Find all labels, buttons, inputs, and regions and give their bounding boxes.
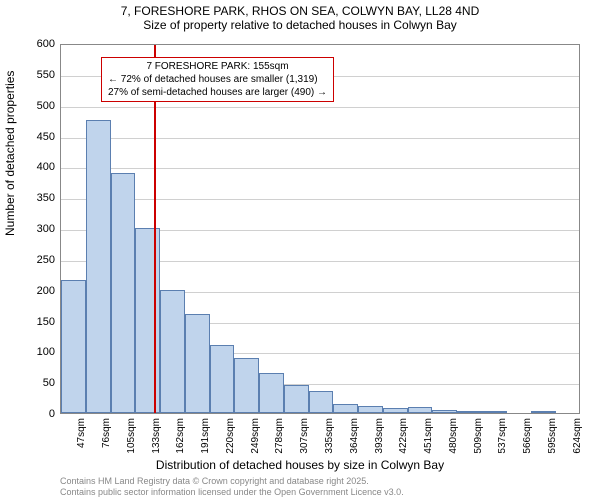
- x-tick-label: 47sqm: [76, 418, 87, 448]
- x-tick-label: 509sqm: [473, 418, 484, 454]
- y-tick-label: 50: [43, 377, 55, 389]
- histogram-bar: [358, 406, 383, 413]
- annotation-box: 7 FORESHORE PARK: 155sqm ← 72% of detach…: [101, 57, 334, 102]
- histogram-bar: [482, 411, 507, 413]
- y-tick-label: 450: [37, 131, 55, 143]
- histogram-bar: [457, 411, 482, 413]
- x-tick-label: 451sqm: [423, 418, 434, 454]
- grid-line: [61, 107, 579, 108]
- x-tick-label: 133sqm: [151, 418, 162, 454]
- x-tick-label: 364sqm: [349, 418, 360, 454]
- grid-line: [61, 199, 579, 200]
- x-tick-label: 537sqm: [497, 418, 508, 454]
- y-tick-label: 300: [37, 223, 55, 235]
- y-tick-label: 500: [37, 100, 55, 112]
- histogram-bar: [210, 345, 235, 413]
- x-tick-label: 249sqm: [250, 418, 261, 454]
- x-tick-label: 191sqm: [200, 418, 211, 454]
- y-tick-label: 100: [37, 346, 55, 358]
- x-tick-label: 624sqm: [572, 418, 583, 454]
- chart-title-line2: Size of property relative to detached ho…: [0, 18, 600, 32]
- footer-line1: Contains HM Land Registry data © Crown c…: [60, 476, 404, 487]
- title-block: 7, FORESHORE PARK, RHOS ON SEA, COLWYN B…: [0, 4, 600, 32]
- histogram-bar: [61, 280, 86, 413]
- x-tick-label: 422sqm: [398, 418, 409, 454]
- y-tick-label: 350: [37, 192, 55, 204]
- footer: Contains HM Land Registry data © Crown c…: [60, 476, 404, 499]
- grid-line: [61, 168, 579, 169]
- x-tick-label: 393sqm: [374, 418, 385, 454]
- histogram-bar: [531, 411, 556, 413]
- chart-container: 7, FORESHORE PARK, RHOS ON SEA, COLWYN B…: [0, 0, 600, 500]
- footer-line2: Contains public sector information licen…: [60, 487, 404, 498]
- annotation-line2: ← 72% of detached houses are smaller (1,…: [108, 73, 327, 86]
- histogram-bar: [309, 391, 334, 413]
- x-tick-label: 480sqm: [448, 418, 459, 454]
- annotation-line1: 7 FORESHORE PARK: 155sqm: [108, 60, 327, 73]
- y-tick-label: 250: [37, 254, 55, 266]
- x-tick-label: 220sqm: [225, 418, 236, 454]
- y-tick-label: 150: [37, 316, 55, 328]
- y-axis-labels: 050100150200250300350400450500550600: [0, 44, 55, 414]
- histogram-bar: [284, 385, 309, 413]
- x-axis-title: Distribution of detached houses by size …: [0, 458, 600, 472]
- x-tick-label: 595sqm: [547, 418, 558, 454]
- y-tick-label: 0: [49, 408, 55, 420]
- x-axis-labels: 47sqm 76sqm 105sqm 133sqm 162sqm 191sqm 220sqm…: [60, 414, 580, 464]
- x-tick-label: 566sqm: [522, 418, 533, 454]
- histogram-bar: [234, 358, 259, 414]
- x-tick-label: 162sqm: [175, 418, 186, 454]
- histogram-bar: [111, 173, 136, 414]
- histogram-bar: [383, 408, 408, 413]
- y-tick-label: 400: [37, 161, 55, 173]
- chart-title-line1: 7, FORESHORE PARK, RHOS ON SEA, COLWYN B…: [0, 4, 600, 18]
- histogram-bar: [160, 290, 185, 413]
- y-tick-label: 550: [37, 69, 55, 81]
- histogram-bar: [333, 404, 358, 413]
- histogram-bar: [259, 373, 284, 413]
- y-tick-label: 200: [37, 285, 55, 297]
- plot-area: 7 FORESHORE PARK: 155sqm ← 72% of detach…: [60, 44, 580, 414]
- histogram-bar: [135, 228, 160, 413]
- x-tick-label: 278sqm: [274, 418, 285, 454]
- histogram-bar: [408, 407, 433, 413]
- histogram-bar: [432, 410, 457, 413]
- y-tick-label: 600: [37, 38, 55, 50]
- x-tick-label: 307sqm: [299, 418, 310, 454]
- histogram-bar: [86, 120, 111, 413]
- x-tick-label: 76sqm: [101, 418, 112, 448]
- annotation-line3: 27% of semi-detached houses are larger (…: [108, 86, 327, 99]
- x-tick-label: 105sqm: [126, 418, 137, 454]
- grid-line: [61, 138, 579, 139]
- x-tick-label: 335sqm: [324, 418, 335, 454]
- histogram-bar: [185, 314, 210, 413]
